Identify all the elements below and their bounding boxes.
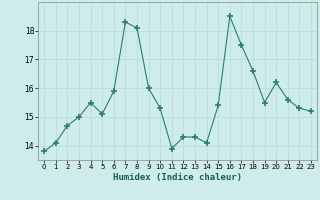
X-axis label: Humidex (Indice chaleur): Humidex (Indice chaleur) bbox=[113, 173, 242, 182]
